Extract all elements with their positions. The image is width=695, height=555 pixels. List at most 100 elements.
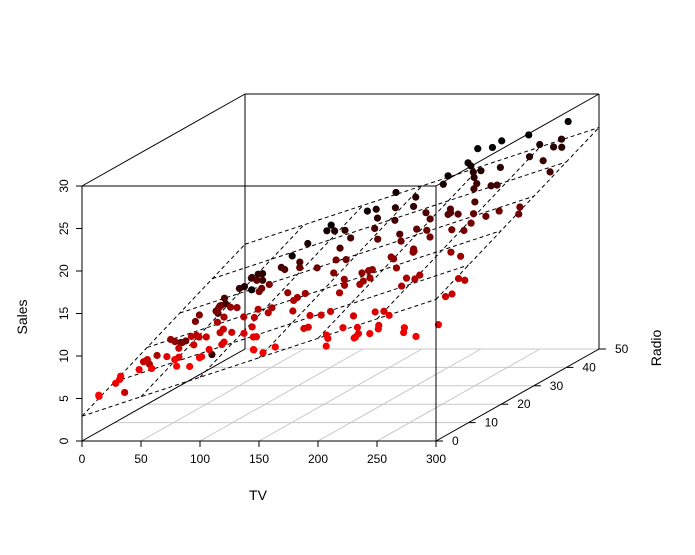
data-point bbox=[252, 333, 261, 341]
data-point bbox=[409, 248, 417, 256]
plane-line-x bbox=[435, 127, 600, 300]
data-point bbox=[135, 365, 143, 374]
z-tick-label: 15 bbox=[57, 307, 71, 321]
data-point bbox=[317, 311, 325, 319]
data-point bbox=[371, 308, 379, 316]
data-point bbox=[396, 230, 404, 238]
data-point bbox=[380, 307, 388, 315]
data-point bbox=[264, 309, 272, 317]
data-point bbox=[235, 284, 243, 293]
z-tick-label: 25 bbox=[57, 222, 71, 236]
data-point bbox=[233, 303, 241, 312]
data-point bbox=[487, 182, 495, 190]
data-point bbox=[253, 276, 261, 284]
data-point bbox=[496, 163, 504, 172]
data-point bbox=[195, 333, 203, 341]
data-point bbox=[546, 168, 554, 176]
data-point bbox=[153, 351, 161, 360]
data-point bbox=[220, 294, 229, 302]
data-point bbox=[254, 270, 262, 278]
x-tick-label: 150 bbox=[249, 452, 269, 466]
data-point bbox=[477, 167, 485, 175]
data-point bbox=[121, 388, 129, 397]
plane-line-x bbox=[81, 243, 246, 417]
floor-grid-line-x bbox=[258, 348, 423, 442]
data-point bbox=[495, 207, 503, 215]
plane-line-y bbox=[114, 264, 469, 383]
data-point bbox=[331, 227, 339, 235]
x-tick-label: 250 bbox=[367, 452, 387, 466]
z-axis-title: Sales bbox=[14, 299, 30, 334]
data-point bbox=[409, 202, 418, 211]
data-point bbox=[228, 328, 236, 336]
data-point bbox=[366, 274, 374, 282]
data-point bbox=[402, 274, 411, 282]
data-point bbox=[366, 329, 374, 338]
data-point bbox=[371, 224, 379, 233]
data-point bbox=[326, 307, 335, 316]
data-point bbox=[391, 216, 399, 224]
data-point bbox=[392, 264, 401, 272]
y-tick-label: 20 bbox=[517, 397, 531, 411]
data-point bbox=[411, 275, 419, 283]
data-point bbox=[247, 274, 255, 282]
bounding-box-front bbox=[81, 93, 600, 442]
data-point bbox=[341, 226, 349, 234]
data-point bbox=[248, 323, 256, 331]
data-point bbox=[205, 345, 213, 354]
data-point bbox=[539, 157, 547, 165]
data-point bbox=[190, 341, 198, 349]
data-point bbox=[474, 145, 482, 153]
data-point bbox=[469, 168, 477, 176]
box-edge bbox=[81, 348, 246, 442]
data-point bbox=[220, 338, 228, 346]
data-point bbox=[365, 267, 373, 275]
x-tick-label: 0 bbox=[79, 452, 86, 466]
data-point bbox=[195, 354, 204, 362]
data-point bbox=[186, 362, 194, 371]
data-point bbox=[397, 237, 405, 245]
data-point bbox=[473, 179, 481, 188]
data-point bbox=[330, 269, 338, 277]
data-point bbox=[434, 321, 442, 329]
z-tick-label: 30 bbox=[57, 179, 71, 193]
data-point bbox=[255, 287, 263, 296]
z-tick-label: 5 bbox=[57, 395, 71, 402]
y-tick-label: 50 bbox=[615, 342, 629, 356]
floor-grid-line-x bbox=[140, 348, 305, 442]
data-point bbox=[195, 311, 203, 319]
x-tick-label: 200 bbox=[308, 452, 328, 466]
data-point bbox=[336, 244, 344, 252]
regression-plane bbox=[81, 127, 600, 417]
plane-line-x bbox=[258, 185, 423, 359]
x-tick-label: 100 bbox=[190, 452, 210, 466]
data-point bbox=[349, 312, 358, 320]
data-point bbox=[471, 198, 479, 206]
data-point bbox=[240, 329, 248, 337]
data-point bbox=[176, 338, 185, 347]
data-point bbox=[191, 317, 199, 326]
data-point bbox=[306, 311, 314, 320]
data-point bbox=[558, 143, 566, 151]
axis-ticks bbox=[76, 185, 606, 447]
data-point bbox=[289, 307, 297, 315]
data-point bbox=[398, 282, 406, 290]
data-point bbox=[332, 256, 340, 264]
data-point bbox=[482, 212, 490, 220]
data-point bbox=[488, 143, 497, 152]
y-tick-label: 0 bbox=[452, 434, 459, 448]
data-point bbox=[327, 221, 335, 229]
data-point bbox=[340, 281, 349, 289]
data-point bbox=[498, 137, 506, 145]
data-point bbox=[564, 117, 572, 126]
data-point bbox=[95, 391, 103, 399]
data-point bbox=[117, 372, 125, 380]
data-point bbox=[372, 205, 380, 213]
floor-grid-line-x bbox=[317, 348, 482, 442]
data-point bbox=[454, 210, 462, 218]
data-point bbox=[525, 153, 534, 161]
y-axis-title: Radio bbox=[648, 330, 664, 367]
data-point bbox=[167, 335, 175, 344]
data-point bbox=[350, 334, 358, 342]
x-tick-label: 300 bbox=[426, 452, 446, 466]
